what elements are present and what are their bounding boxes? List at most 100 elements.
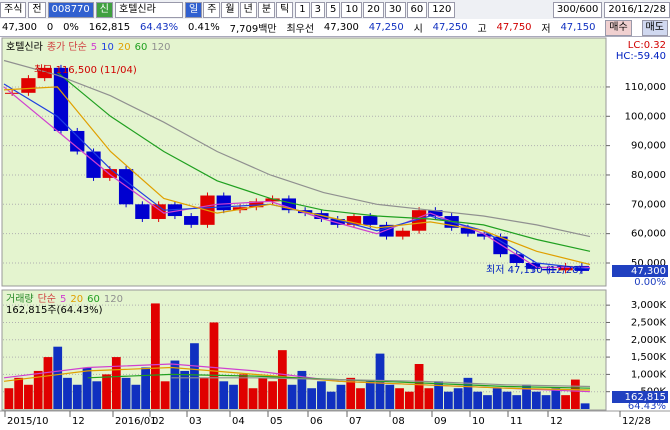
period-button[interactable]: 월 (221, 1, 239, 18)
x-tick-label: 07 (349, 416, 362, 427)
volume-bar (326, 391, 336, 409)
volume-bar (453, 388, 463, 409)
volume-bar (131, 384, 141, 409)
candle (70, 130, 85, 152)
volume-rate: 64.43% (139, 22, 179, 33)
volume-bar (277, 350, 287, 409)
volume-bar (444, 391, 453, 409)
interval-button[interactable]: 10 (341, 1, 363, 18)
best-bid: 47,250 (368, 22, 404, 33)
x-tick-label: 12/28 (622, 416, 651, 427)
candle (330, 218, 345, 225)
x-tick-label: 03 (189, 416, 202, 427)
candle (525, 262, 541, 269)
period-button[interactable]: 일 (185, 1, 203, 18)
volume-bar (580, 403, 590, 409)
volume-bar (53, 346, 63, 409)
x-tick-label: 05 (270, 416, 283, 427)
mode-select[interactable]: 전 (28, 1, 46, 18)
interval-button[interactable]: 5 (325, 1, 341, 18)
volume-bar (14, 377, 24, 409)
volume-bar (219, 381, 229, 409)
moving-average (3, 86, 591, 266)
volume-bar (287, 384, 297, 409)
legend-entry: 20 (118, 42, 131, 53)
candle (184, 216, 199, 225)
volume-bar (121, 377, 131, 409)
legend-entry: 5 (91, 42, 97, 53)
market-select[interactable]: 주식 (0, 1, 27, 18)
legend-prefix: 종가 단순 (47, 41, 87, 53)
period-button[interactable]: 년 (239, 1, 257, 18)
volume-bar (570, 379, 580, 409)
buy-button[interactable]: 매수 (605, 19, 632, 36)
legend-entry: 120 (104, 294, 123, 305)
volume-bar (473, 391, 483, 409)
y-tick-label: 3,000K (631, 300, 667, 311)
x-tick-label: 2015/10 (7, 416, 49, 427)
x-tick-label: 12 (550, 416, 563, 427)
volume-bar (92, 381, 102, 409)
best-label: 최우선 (286, 24, 315, 35)
interval-button[interactable]: 30 (384, 1, 406, 18)
last-price: 47,300 (631, 266, 666, 277)
volume-bar (317, 381, 326, 409)
name-badge: 신 (95, 1, 113, 18)
candle (102, 169, 117, 178)
y-tick-label: 1,000K (631, 369, 667, 380)
last-rate: 0.00% (634, 277, 666, 288)
candle (265, 198, 280, 202)
last-price-box (612, 265, 668, 277)
volume-bar (160, 381, 170, 409)
legend-entry: 10 (101, 42, 114, 53)
interval-button[interactable]: 60 (406, 1, 428, 18)
quote-bar: 47,300 0 0% 162,815 64.43% 0.41% 7,709백만… (0, 19, 670, 37)
lc-label: LC:0.32 (628, 40, 666, 51)
candle (216, 195, 231, 211)
candle (363, 216, 378, 225)
volume-bar (248, 388, 258, 409)
volume-bar (141, 367, 150, 409)
interval-button[interactable]: 20 (363, 1, 384, 18)
code-input[interactable]: 008770 (47, 1, 94, 18)
high: 47,750 (496, 22, 532, 33)
period-button[interactable]: 주 (203, 1, 221, 18)
sell-button[interactable]: 매도 (641, 19, 668, 36)
volume-bar (541, 395, 551, 409)
candle (411, 210, 427, 231)
candle (21, 78, 36, 93)
candle (558, 265, 573, 271)
volume-bar (297, 370, 307, 409)
interval-button[interactable]: 1 (295, 1, 310, 18)
x-tick-label: 08 (392, 416, 405, 427)
period-button[interactable]: 틱 (276, 1, 294, 18)
volume-bar (258, 377, 268, 409)
candle (151, 204, 166, 219)
moving-average (56, 71, 591, 252)
period-button[interactable]: 분 (257, 1, 276, 18)
low-annotation: 최저 47,150 (12/28) (486, 264, 582, 276)
stock-name: 호텔신라 (115, 1, 183, 18)
volume-bar (307, 388, 317, 409)
candle (135, 204, 150, 219)
interval-button[interactable]: 120 (428, 1, 456, 18)
low-label: 저 (541, 24, 551, 35)
y-tick-label: 80,000 (631, 170, 666, 181)
legend-title: 호텔신라 (6, 41, 43, 53)
candle (37, 67, 52, 79)
x-tick-label: 06 (310, 416, 323, 427)
x-tick-label: 04 (232, 416, 245, 427)
y-tick-label: 90,000 (631, 141, 666, 152)
change-rate: 0% (63, 22, 79, 33)
interval-button[interactable]: 3 (310, 1, 325, 18)
volume-bar (404, 391, 414, 409)
volume-bar (24, 384, 33, 409)
x-tick-label: 11 (510, 416, 523, 427)
volume-bar (72, 384, 82, 409)
x-tick-label: 10 (472, 416, 485, 427)
volume-bar (522, 384, 531, 409)
date-input[interactable]: 2016/12/28 (604, 1, 670, 18)
low: 47,150 (560, 22, 596, 33)
y-tick-label: 2,000K (631, 335, 667, 346)
